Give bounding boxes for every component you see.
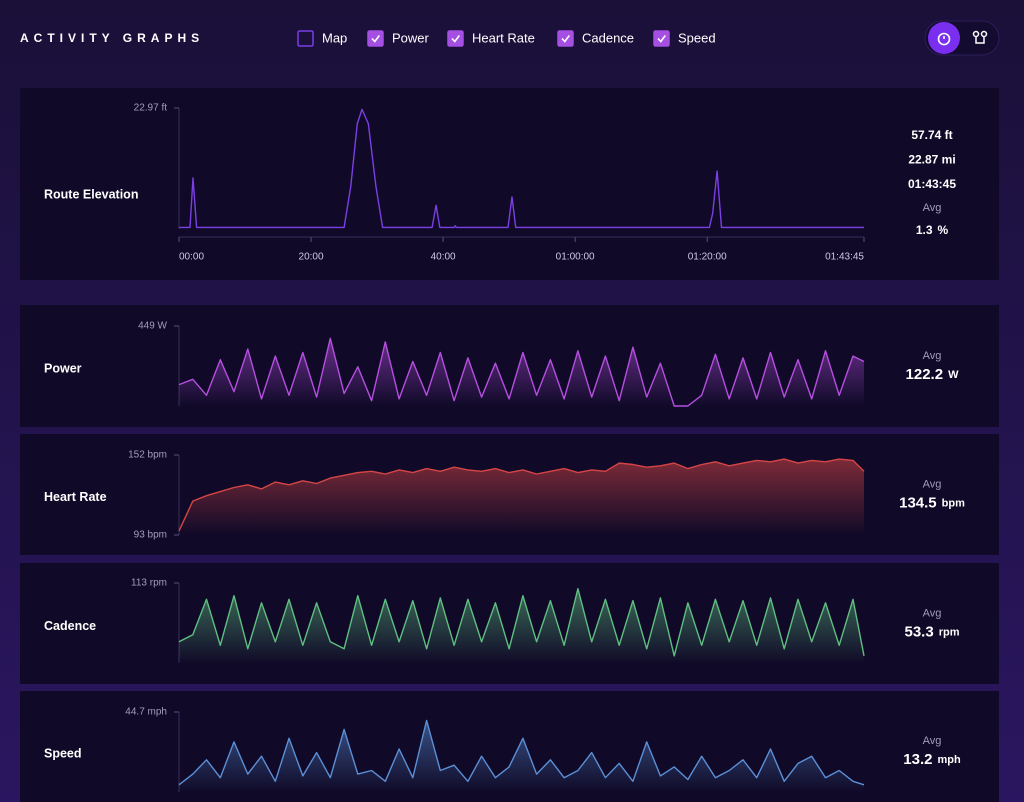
avg-unit: W (948, 369, 959, 381)
avg-value: 53.3 rpm (905, 623, 960, 640)
checkbox (367, 30, 384, 47)
avg-unit: rpm (939, 626, 960, 638)
avg-unit: bpm (942, 497, 965, 509)
filter-label: Map (322, 30, 347, 45)
filter-label: Power (392, 30, 430, 45)
avg-value: 134.5 bpm (899, 494, 965, 511)
y-tick-label: 449 W (138, 321, 167, 332)
stopwatch-icon (937, 32, 951, 46)
panel (20, 563, 999, 684)
panel-label: Heart Rate (44, 490, 107, 504)
panel-label: Speed (44, 746, 82, 760)
checkbox (653, 30, 670, 47)
filter-checkbox[interactable]: Power (367, 30, 430, 47)
area (179, 459, 864, 535)
line (178, 719, 865, 786)
avg-number: 13.2 (903, 751, 932, 768)
y-tick-label: 22.97 ft (134, 103, 168, 114)
avg-label: Avg (923, 202, 942, 214)
x-tick-label: 01:00:00 (556, 252, 595, 263)
route-dot (972, 30, 980, 38)
x-tick-label: 00:00 (179, 252, 204, 263)
check-mark (451, 35, 460, 43)
filter-checkbox[interactable]: Heart Rate (447, 30, 535, 47)
check-mark (657, 35, 666, 43)
panel-label: Power (44, 361, 82, 375)
panel-label: Route Elevation (44, 187, 138, 201)
route-path (975, 37, 985, 44)
panel-label: Cadence (44, 619, 96, 633)
avg-number: 53.3 (905, 623, 934, 640)
line (179, 108, 864, 229)
stat: 22.87 mi (908, 153, 955, 167)
line (178, 588, 865, 657)
avg-label: Avg (923, 735, 942, 747)
x-tick-label: 40:00 (431, 252, 456, 263)
area (179, 720, 864, 792)
y-tick-label: 93 bpm (134, 530, 167, 541)
filter-label: Heart Rate (472, 30, 535, 45)
line (178, 337, 865, 407)
filter-checkbox[interactable]: Cadence (557, 30, 634, 47)
filter-label: Speed (678, 30, 716, 45)
route-icon[interactable] (972, 30, 988, 44)
avg-label: Avg (923, 607, 942, 619)
avg-number: 134.5 (899, 494, 937, 511)
checkbox (557, 30, 574, 47)
check-mark (371, 35, 380, 43)
y-tick-label: 152 bpm (128, 450, 167, 461)
avg-value: 122.2 W (906, 366, 960, 383)
panel (20, 88, 999, 280)
avg-number: 122.2 (906, 366, 944, 383)
line (178, 458, 865, 532)
avg-value: 13.2 mph (903, 751, 961, 768)
filter-checkbox[interactable]: Speed (653, 30, 716, 47)
avg-unit: % (938, 223, 949, 237)
check-mark (561, 35, 570, 43)
stat: 01:43:45 (908, 177, 956, 191)
filter-checkbox[interactable]: Map (297, 30, 347, 47)
y-tick-label: 44.7 mph (125, 707, 167, 718)
avg-number: 1.3 (916, 223, 933, 237)
page-title: ACTIVITY GRAPHS (20, 31, 204, 45)
avg-value: 1.3% (916, 223, 949, 237)
avg-label: Avg (923, 350, 942, 362)
checkbox (447, 30, 464, 47)
panel (20, 305, 999, 427)
view-toggle[interactable] (924, 20, 1000, 56)
checkbox (297, 30, 314, 47)
avg-unit: mph (937, 754, 961, 766)
area (179, 338, 864, 406)
filter-label: Cadence (582, 30, 634, 45)
y-tick-label: 113 rpm (131, 578, 167, 589)
avg-label: Avg (923, 478, 942, 490)
x-tick-label: 01:20:00 (688, 252, 727, 263)
stat: 57.74 ft (911, 128, 952, 142)
area (179, 588, 864, 663)
x-tick-label: 20:00 (299, 252, 324, 263)
x-tick-label: 01:43:45 (825, 252, 864, 263)
route-dot (980, 30, 988, 38)
